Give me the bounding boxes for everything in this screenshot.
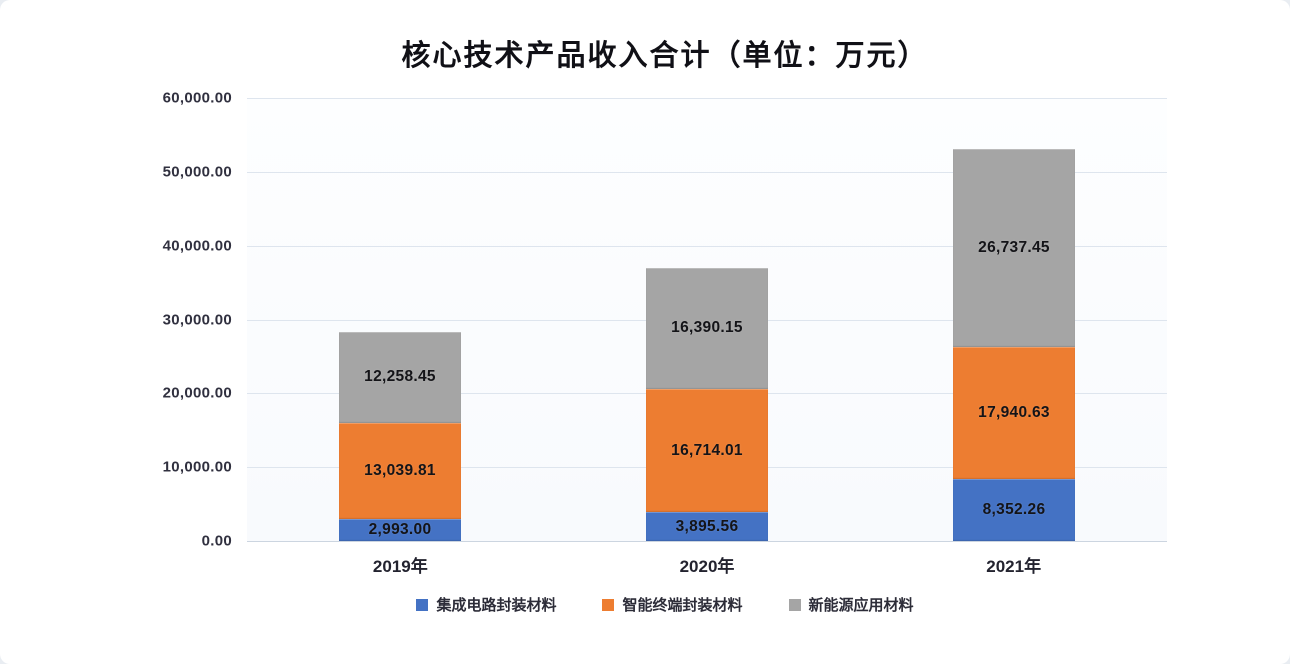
gridline xyxy=(247,246,1167,247)
legend: 集成电路封装材料 智能终端封装材料 新能源应用材料 xyxy=(145,594,1185,615)
bar-value-label: 3,895.56 xyxy=(675,517,739,535)
legend-swatch-icon xyxy=(788,598,801,611)
gridline xyxy=(247,172,1167,173)
x-tick-label: 2021年 xyxy=(986,557,1042,576)
bar-segment: 8,352.26 xyxy=(953,479,1075,541)
legend-label: 新能源应用材料 xyxy=(808,597,914,614)
y-tick-label: 40,000.00 xyxy=(162,237,232,255)
bar-segment: 12,258.45 xyxy=(339,332,461,423)
legend-item: 新能源应用材料 xyxy=(788,594,914,615)
bar-value-label: 16,714.01 xyxy=(671,441,743,459)
x-tick-label: 2020年 xyxy=(679,557,735,576)
y-axis: 60,000.00 50,000.00 40,000.00 30,000.00 20,0… xyxy=(0,90,232,550)
plot-area: 2,993.00 13,039.81 12,258.45 3,895.56 16,714… xyxy=(247,98,1167,542)
bar-value-label: 8,352.26 xyxy=(982,501,1046,519)
bar-segment: 16,390.15 xyxy=(646,267,768,389)
y-tick-label: 50,000.00 xyxy=(162,163,232,181)
y-tick-label: 10,000.00 xyxy=(162,458,232,476)
legend-label: 智能终端封装材料 xyxy=(622,597,743,614)
bar-value-label: 2,993.00 xyxy=(368,520,432,538)
bar-group-2019年: 2,993.00 13,039.81 12,258.45 xyxy=(339,332,461,541)
chart-title: 核心技术产品收入合计（单位：万元） xyxy=(401,40,929,72)
y-tick-label: 20,000.00 xyxy=(162,384,232,402)
legend-label: 集成电路封装材料 xyxy=(436,597,557,614)
legend-item: 智能终端封装材料 xyxy=(602,594,743,615)
bar-group-2021年: 8,352.26 17,940.63 26,737.45 xyxy=(953,149,1075,541)
bar-segment: 17,940.63 xyxy=(953,346,1075,480)
x-axis-line xyxy=(247,541,1167,542)
y-tick-label: 0.00 xyxy=(201,532,232,550)
y-tick-label: 30,000.00 xyxy=(162,311,232,329)
bar-value-label: 26,737.45 xyxy=(978,239,1050,257)
x-tick-label: 2019年 xyxy=(372,557,428,576)
legend-item: 集成电路封装材料 xyxy=(416,594,556,615)
bar-group-2020年: 3,895.56 16,714.01 16,390.15 xyxy=(646,267,768,541)
bar-value-label: 13,039.81 xyxy=(364,461,436,479)
bar-value-label: 12,258.45 xyxy=(364,368,436,386)
bar-value-label: 16,390.15 xyxy=(671,319,743,337)
y-tick-label: 60,000.00 xyxy=(162,89,232,107)
bar-segment: 13,039.81 xyxy=(339,422,461,519)
bar-segment: 3,895.56 xyxy=(646,512,768,541)
legend-swatch-icon xyxy=(416,598,429,611)
bar-value-label: 17,940.63 xyxy=(978,404,1050,422)
x-axis: 2019年 2020年 2021年 xyxy=(247,552,1167,578)
legend-swatch-icon xyxy=(602,598,615,611)
bar-segment: 2,993.00 xyxy=(339,518,461,541)
bar-segment: 16,714.01 xyxy=(646,388,768,513)
gridline xyxy=(247,98,1167,99)
bar-segment: 26,737.45 xyxy=(953,149,1075,347)
